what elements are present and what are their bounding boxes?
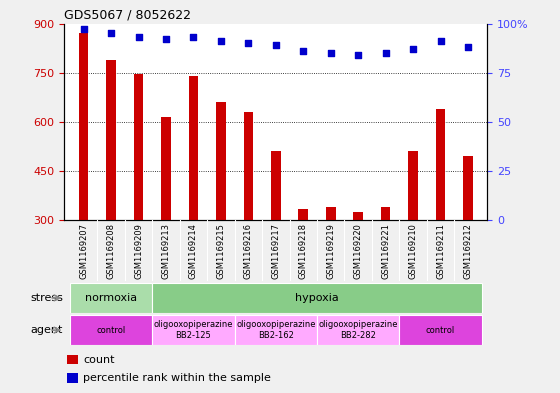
Text: GSM1169221: GSM1169221: [381, 223, 390, 279]
Text: GSM1169209: GSM1169209: [134, 223, 143, 279]
Bar: [298, 209, 308, 220]
Bar: [326, 207, 335, 220]
Bar: [189, 76, 198, 220]
Text: GDS5067 / 8052622: GDS5067 / 8052622: [64, 8, 192, 21]
Text: stress: stress: [30, 293, 63, 303]
Bar: [408, 151, 418, 220]
Text: oligooxopiperazine
BB2-162: oligooxopiperazine BB2-162: [236, 320, 315, 340]
Bar: [70, 315, 152, 345]
Text: control: control: [426, 326, 455, 334]
Bar: [152, 315, 235, 345]
Bar: [271, 151, 281, 220]
Text: hypoxia: hypoxia: [295, 293, 339, 303]
Text: GSM1169216: GSM1169216: [244, 223, 253, 279]
Point: [326, 50, 335, 56]
Point: [299, 48, 308, 54]
Text: count: count: [83, 354, 115, 365]
Bar: [106, 60, 116, 220]
Bar: [244, 112, 253, 220]
Bar: [79, 33, 88, 220]
Bar: [235, 315, 317, 345]
Point: [271, 42, 280, 48]
Text: percentile rank within the sample: percentile rank within the sample: [83, 373, 271, 383]
Bar: [161, 117, 171, 220]
Text: GSM1169214: GSM1169214: [189, 223, 198, 279]
Point: [244, 40, 253, 46]
Text: agent: agent: [31, 325, 63, 335]
Bar: [67, 354, 78, 364]
Text: GSM1169213: GSM1169213: [161, 223, 170, 279]
Text: GSM1169210: GSM1169210: [409, 223, 418, 279]
Text: oligooxopiperazine
BB2-282: oligooxopiperazine BB2-282: [319, 320, 398, 340]
Bar: [463, 156, 473, 220]
Point: [79, 26, 88, 33]
Point: [409, 46, 418, 52]
Point: [134, 34, 143, 40]
Text: GSM1169215: GSM1169215: [216, 223, 225, 279]
Point: [354, 52, 363, 58]
Point: [381, 50, 390, 56]
Point: [464, 44, 473, 50]
Text: GSM1169212: GSM1169212: [464, 223, 473, 279]
Point: [189, 34, 198, 40]
Text: control: control: [96, 326, 125, 334]
Bar: [353, 212, 363, 220]
Text: GSM1169217: GSM1169217: [271, 223, 281, 279]
Text: GSM1169207: GSM1169207: [79, 223, 88, 279]
Text: normoxia: normoxia: [85, 293, 137, 303]
Point: [436, 38, 445, 44]
Bar: [399, 315, 482, 345]
Text: GSM1169218: GSM1169218: [298, 223, 308, 279]
Bar: [67, 373, 78, 383]
Text: GSM1169208: GSM1169208: [106, 223, 115, 279]
Bar: [436, 109, 445, 220]
Text: GSM1169211: GSM1169211: [436, 223, 445, 279]
Point: [106, 30, 115, 37]
Bar: [317, 315, 399, 345]
Point: [216, 38, 225, 44]
Text: GSM1169219: GSM1169219: [326, 223, 335, 279]
Point: [161, 36, 170, 42]
Bar: [152, 283, 482, 313]
Bar: [134, 74, 143, 220]
Text: oligooxopiperazine
BB2-125: oligooxopiperazine BB2-125: [153, 320, 233, 340]
Bar: [381, 207, 390, 220]
Bar: [70, 283, 152, 313]
Text: GSM1169220: GSM1169220: [354, 223, 363, 279]
Bar: [216, 102, 226, 220]
